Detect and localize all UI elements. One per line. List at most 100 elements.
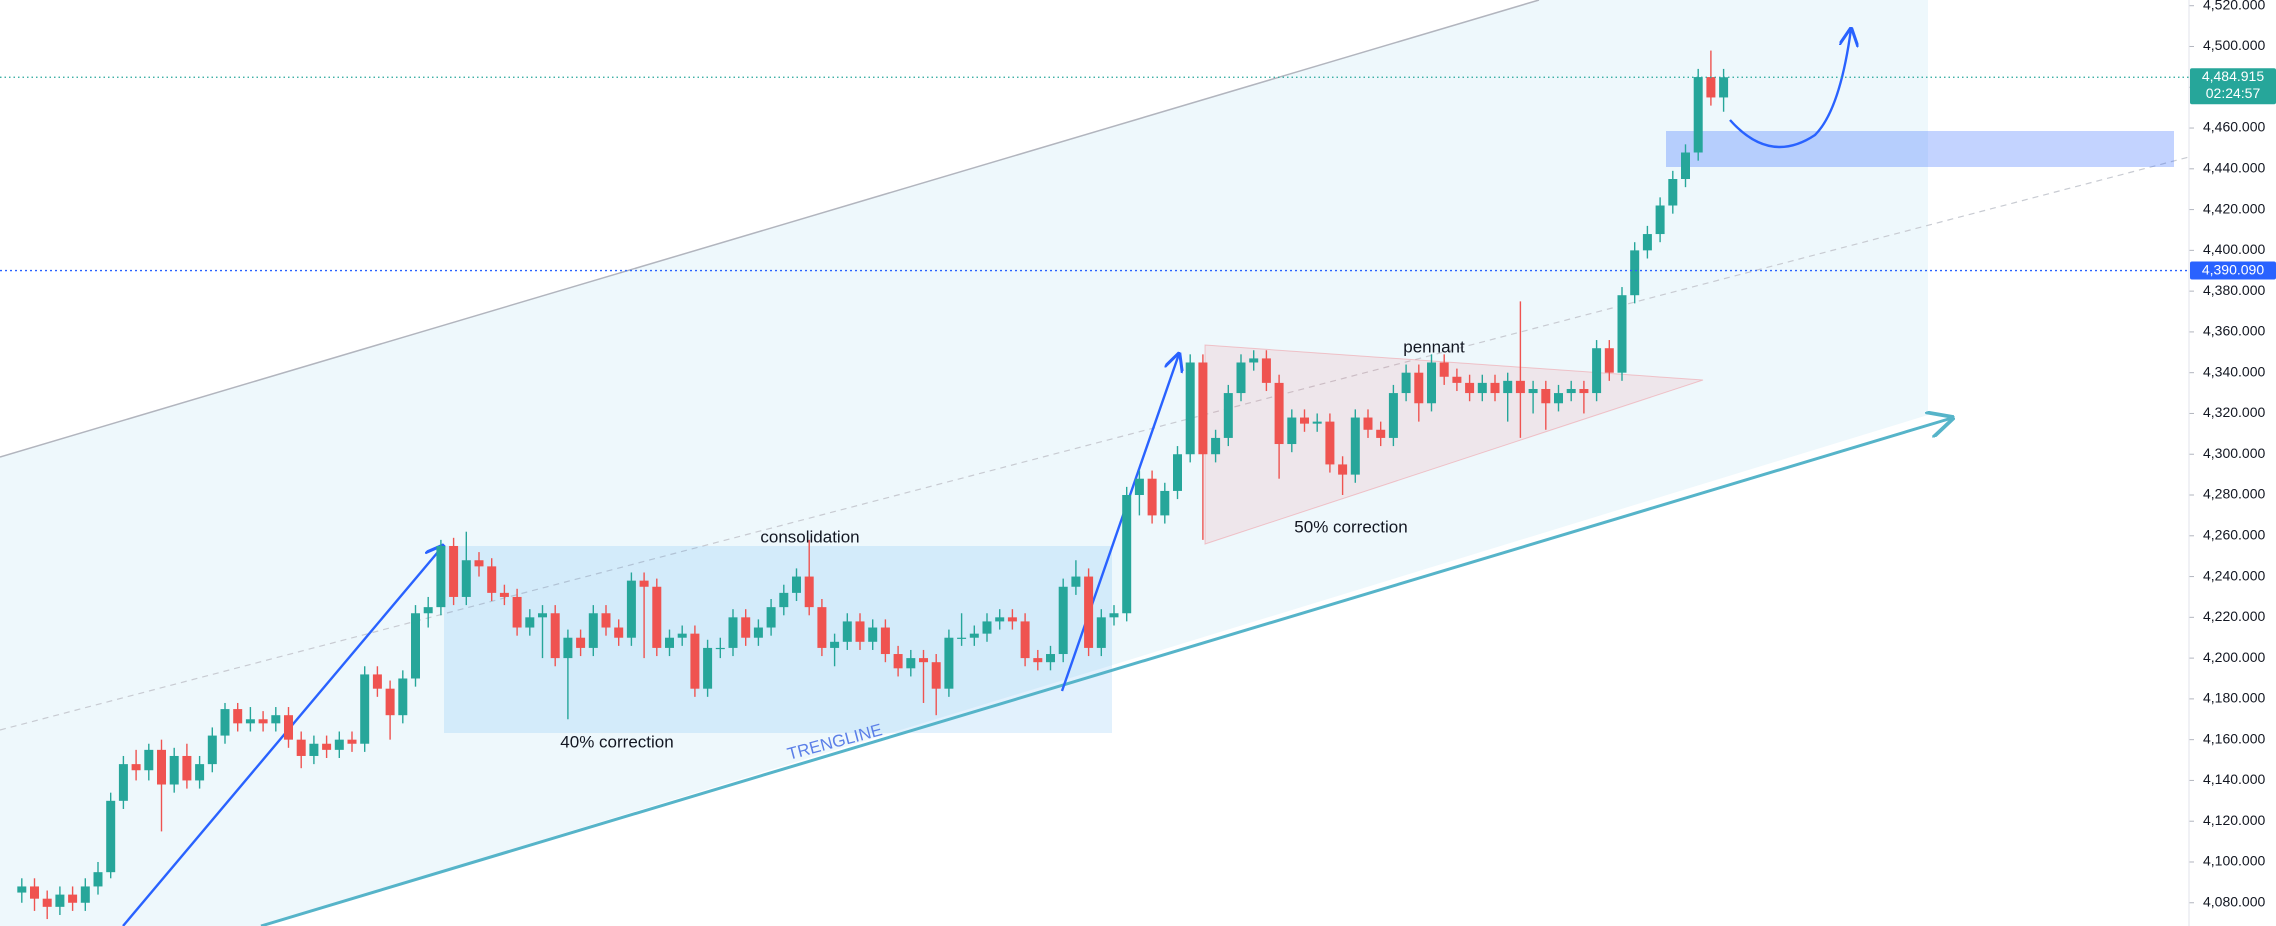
candle-body [258, 719, 268, 724]
channel-fill [0, 0, 1928, 926]
y-tick-label: 4,100.000 [2203, 853, 2265, 869]
y-tick-label: 4,160.000 [2203, 730, 2265, 746]
candle-body [830, 641, 840, 648]
price-label: 4,484.915 [2202, 68, 2264, 84]
y-tick-label: 4,420.000 [2203, 200, 2265, 216]
y-tick-label: 4,400.000 [2203, 241, 2265, 257]
candle-body [1528, 388, 1538, 394]
consolidation-box [444, 546, 1112, 733]
y-tick-label: 4,080.000 [2203, 893, 2265, 909]
candle-body [1274, 382, 1284, 445]
y-tick-label: 4,320.000 [2203, 404, 2265, 420]
candle-body [1122, 495, 1132, 614]
channel-top [0, 0, 1540, 458]
candle-body [169, 755, 179, 785]
candle-body [576, 637, 586, 648]
candle-body [1007, 617, 1017, 622]
annotation: 40% correction [560, 732, 673, 751]
candle-body [385, 688, 395, 716]
candle-body [817, 607, 827, 648]
candle-body [1401, 372, 1411, 394]
candle-body [144, 749, 154, 771]
candle-body [906, 658, 916, 669]
candle-body [855, 621, 865, 642]
candle-body [220, 709, 230, 736]
candle-body [1604, 348, 1614, 373]
candle-body [1681, 152, 1690, 180]
drawings [0, 0, 2190, 926]
candle-body [563, 637, 573, 659]
candle-body [728, 617, 738, 648]
impulse-arrow [122, 546, 443, 926]
candle-body [1554, 393, 1563, 404]
candle-body [1173, 454, 1182, 491]
candle-body [550, 613, 560, 659]
candle-body [347, 739, 357, 744]
y-tick-label: 4,520.000 [2203, 0, 2265, 12]
candle-body [1414, 372, 1424, 404]
candle-body [360, 674, 370, 744]
candle-body [1071, 576, 1081, 587]
candle-body [474, 560, 484, 567]
candle-body [1096, 617, 1106, 648]
candle-body [499, 592, 509, 597]
candle-body [233, 709, 243, 724]
y-tick-label: 4,120.000 [2203, 812, 2265, 828]
candle-body [1109, 613, 1119, 618]
candle-body [614, 627, 624, 638]
candle-body [296, 739, 306, 756]
candle-body [880, 627, 890, 655]
candle-body [1503, 380, 1513, 394]
candle-body [1617, 295, 1627, 373]
y-tick-label: 4,460.000 [2203, 119, 2265, 135]
candle-body [538, 613, 547, 618]
candle-body [1236, 362, 1246, 394]
y-tick-label: 4,140.000 [2203, 771, 2265, 787]
candle-body [601, 613, 611, 628]
candle-body [512, 596, 522, 628]
price-label-box [2190, 261, 2276, 280]
y-tick-label: 4,220.000 [2203, 608, 2265, 624]
y-tick-label: 4,200.000 [2203, 649, 2265, 665]
candle-body [1579, 388, 1589, 394]
candle-body [1287, 417, 1297, 445]
candle-body [271, 715, 281, 724]
y-tick-label: 4,240.000 [2203, 567, 2265, 583]
candle-body [1439, 362, 1449, 377]
candle-body [1477, 382, 1487, 394]
candle-body [1058, 586, 1068, 655]
candle-body [639, 580, 649, 587]
price-axis [2189, 0, 2276, 926]
candle-body [309, 743, 319, 756]
candle-body [1134, 478, 1144, 496]
candle-body [1427, 362, 1436, 404]
candles [17, 50, 1729, 920]
impulse-arrow [1060, 354, 1179, 692]
candle-body [1490, 382, 1500, 394]
candle-body [957, 637, 967, 639]
annotation: consolidation [760, 527, 859, 546]
candle-body [1566, 388, 1576, 394]
candle-body [423, 607, 433, 614]
y-tick-label: 4,360.000 [2203, 323, 2265, 339]
candle-body [804, 576, 814, 608]
candle-body [703, 647, 713, 689]
candle-body [487, 566, 497, 593]
candle-body [995, 617, 1005, 622]
candle-body [1693, 77, 1703, 153]
candle-body [372, 674, 382, 689]
candle-body [753, 627, 763, 638]
y-tick-label: 4,500.000 [2203, 37, 2265, 53]
candle-body [1160, 490, 1170, 516]
candle-body [1198, 362, 1208, 455]
candle-body [1515, 380, 1525, 394]
candle-body [131, 764, 141, 771]
candle-body [1185, 362, 1195, 455]
trendline [260, 418, 1952, 926]
candle-body [1300, 417, 1309, 424]
y-tick-label: 4,340.000 [2203, 363, 2265, 379]
candle-body [1325, 421, 1335, 465]
annotation: pennant [1403, 337, 1465, 356]
candle-body [626, 580, 636, 638]
